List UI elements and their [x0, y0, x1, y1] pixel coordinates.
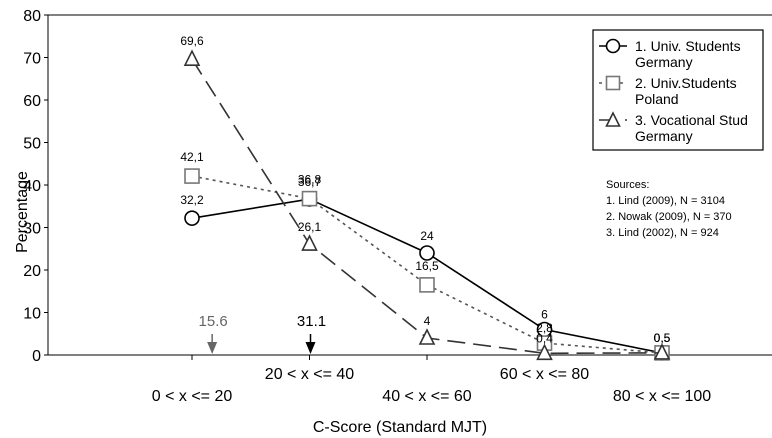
y-tick-label: 10	[23, 306, 41, 323]
data-label: 6	[541, 308, 548, 322]
legend-label-line: 3. Vocational Stud	[635, 112, 748, 128]
legend-label: 1. Univ. Students Germany	[635, 38, 741, 70]
legend-label-line: Germany	[635, 128, 693, 144]
x-tick-label: 80 < x <= 100	[613, 388, 711, 405]
x-tick-label: 20 < x <= 40	[265, 366, 355, 383]
arrow-2: 31.1	[297, 313, 326, 354]
legend-marker	[605, 38, 621, 54]
arrows: 15.6 31.1	[199, 313, 326, 354]
y-tick-label: 50	[23, 136, 41, 153]
legend-label: 3. Vocational Stud Germany	[635, 112, 748, 144]
x-tick-label: 0 < x <= 20	[152, 388, 233, 405]
y-axis-label: Percentage	[14, 171, 31, 253]
data-label: 0,5	[654, 331, 671, 345]
legend-label-line: 2. Univ.Students	[635, 75, 737, 91]
y-tick-label: 0	[32, 348, 41, 365]
data-label: 0,5	[654, 331, 671, 345]
y-tick-label: 80	[23, 8, 41, 25]
legend-label-line: 1. Univ. Students	[635, 38, 741, 54]
data-point	[419, 245, 435, 261]
data-point	[184, 168, 200, 184]
y-tick-label: 70	[23, 51, 41, 68]
data-label: 0,5	[654, 331, 671, 345]
y-tick-label: 20	[23, 263, 41, 280]
data-point	[301, 190, 318, 207]
series-3	[183, 49, 671, 361]
data-label: 36,7	[298, 175, 322, 189]
y-tick-label: 40	[23, 178, 41, 195]
data-label: 42,1	[180, 150, 204, 164]
data-point	[301, 234, 318, 251]
source-item: 1. Lind (2009), N = 3104	[606, 195, 725, 207]
data-point	[419, 277, 435, 293]
x-tick-label: 40 < x <= 60	[382, 388, 472, 405]
data-point	[184, 210, 200, 226]
source-item: 3. Lind (2002), N = 924	[606, 227, 719, 239]
data-label: 69,6	[180, 34, 204, 48]
data-point	[418, 328, 436, 345]
arrow-head	[207, 342, 218, 354]
data-labels: 32,236,72460,542,136,816,52,80,569,626,1…	[180, 34, 670, 345]
legend-entry-1: 1. Univ. Students Germany	[599, 38, 741, 70]
x-tick-label: 60 < x <= 80	[500, 366, 590, 383]
data-label: 0,4	[536, 331, 553, 345]
data-point	[183, 49, 201, 66]
data-label: 36,8	[298, 173, 322, 187]
legend-entry-3: 3. Vocational Stud Germany	[599, 111, 748, 144]
arrow-label: 31.1	[297, 313, 326, 330]
legend-label-line: Germany	[635, 54, 693, 70]
data-label: 32,2	[180, 193, 204, 207]
data-label: 16,5	[415, 259, 439, 273]
series-line	[191, 175, 663, 354]
data-label: 24	[420, 229, 434, 243]
arrow-label: 15.6	[199, 313, 228, 330]
legend-marker	[605, 75, 621, 91]
axes: 0 10 20 30 40 50 60 70 80 0 < x <= 20 20 < x <= 40…	[23, 8, 772, 405]
x-axis-label: C-Score (Standard MJT)	[313, 419, 487, 436]
sources-note: Sources: 1. Lind (2009), N = 3104 2. Nowak…	[606, 179, 732, 239]
arrow-1: 15.6	[199, 313, 228, 354]
data-point	[536, 343, 553, 361]
data-point	[653, 343, 671, 360]
data-label: 26,1	[298, 220, 322, 234]
arrow-head	[305, 342, 316, 354]
legend-label-line: Poland	[635, 91, 679, 107]
data-label: 2,8	[536, 321, 553, 335]
legend-label: 2. Univ.Students Poland	[635, 75, 737, 107]
y-tick-label: 30	[23, 221, 41, 238]
source-item: 2. Nowak (2009), N = 370	[606, 211, 732, 223]
y-tick-label: 60	[23, 93, 41, 110]
sources-title: Sources:	[606, 179, 649, 191]
series-layer	[183, 49, 671, 361]
legend-marker	[605, 111, 621, 127]
data-label: 4	[424, 314, 431, 328]
legend-entry-2: 2. Univ.Students Poland	[599, 75, 737, 107]
legend-box	[592, 29, 764, 151]
